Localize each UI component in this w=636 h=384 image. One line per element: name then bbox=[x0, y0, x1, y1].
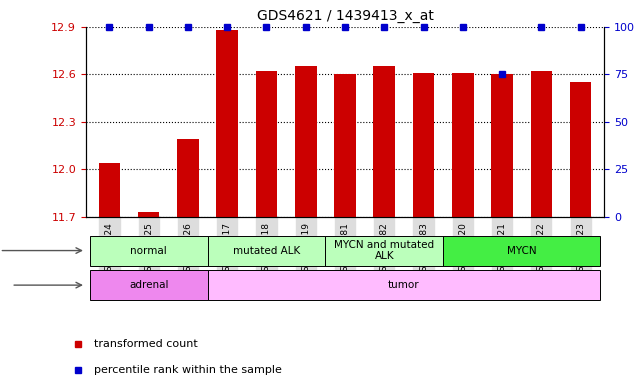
Bar bbox=[443, 235, 600, 266]
Text: adrenal: adrenal bbox=[129, 280, 169, 290]
Bar bbox=[207, 270, 600, 300]
Bar bbox=[491, 74, 513, 217]
Bar bbox=[99, 163, 120, 217]
Bar bbox=[570, 82, 591, 217]
Bar bbox=[295, 66, 317, 217]
Text: percentile rank within the sample: percentile rank within the sample bbox=[94, 365, 282, 375]
Text: MYCN: MYCN bbox=[507, 245, 537, 256]
Text: transformed count: transformed count bbox=[94, 339, 198, 349]
Bar bbox=[373, 66, 395, 217]
Bar bbox=[335, 74, 356, 217]
Bar bbox=[177, 139, 199, 217]
Bar bbox=[413, 73, 434, 217]
Text: MYCN and mutated
ALK: MYCN and mutated ALK bbox=[335, 240, 434, 262]
Bar bbox=[326, 235, 443, 266]
Bar bbox=[90, 235, 207, 266]
Bar bbox=[256, 71, 277, 217]
Bar bbox=[216, 30, 238, 217]
Text: tumor: tumor bbox=[388, 280, 420, 290]
Bar bbox=[90, 270, 207, 300]
Bar bbox=[452, 73, 474, 217]
Bar bbox=[207, 235, 326, 266]
Bar bbox=[138, 212, 160, 217]
Bar bbox=[530, 71, 552, 217]
Text: normal: normal bbox=[130, 245, 167, 256]
Title: GDS4621 / 1439413_x_at: GDS4621 / 1439413_x_at bbox=[256, 9, 434, 23]
Text: mutated ALK: mutated ALK bbox=[233, 245, 300, 256]
